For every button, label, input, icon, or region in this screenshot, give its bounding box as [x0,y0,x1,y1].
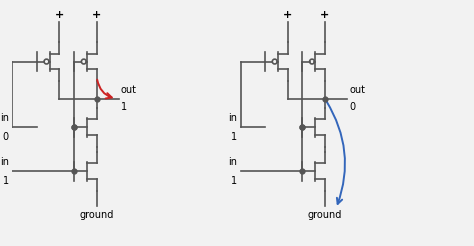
Text: 1: 1 [231,132,237,142]
Text: +: + [92,10,101,20]
Text: in: in [228,157,237,167]
Text: in: in [228,113,237,123]
Text: 1: 1 [3,176,9,186]
Text: 0: 0 [3,132,9,142]
Text: ground: ground [80,210,114,220]
Text: in: in [0,157,9,167]
Text: 1: 1 [231,176,237,186]
Text: out: out [121,85,137,95]
Text: +: + [320,10,329,20]
Text: +: + [55,10,64,20]
Text: 0: 0 [349,102,355,112]
Text: ground: ground [308,210,342,220]
Text: out: out [349,85,365,95]
Text: in: in [0,113,9,123]
Text: 1: 1 [121,102,127,112]
Text: +: + [283,10,292,20]
